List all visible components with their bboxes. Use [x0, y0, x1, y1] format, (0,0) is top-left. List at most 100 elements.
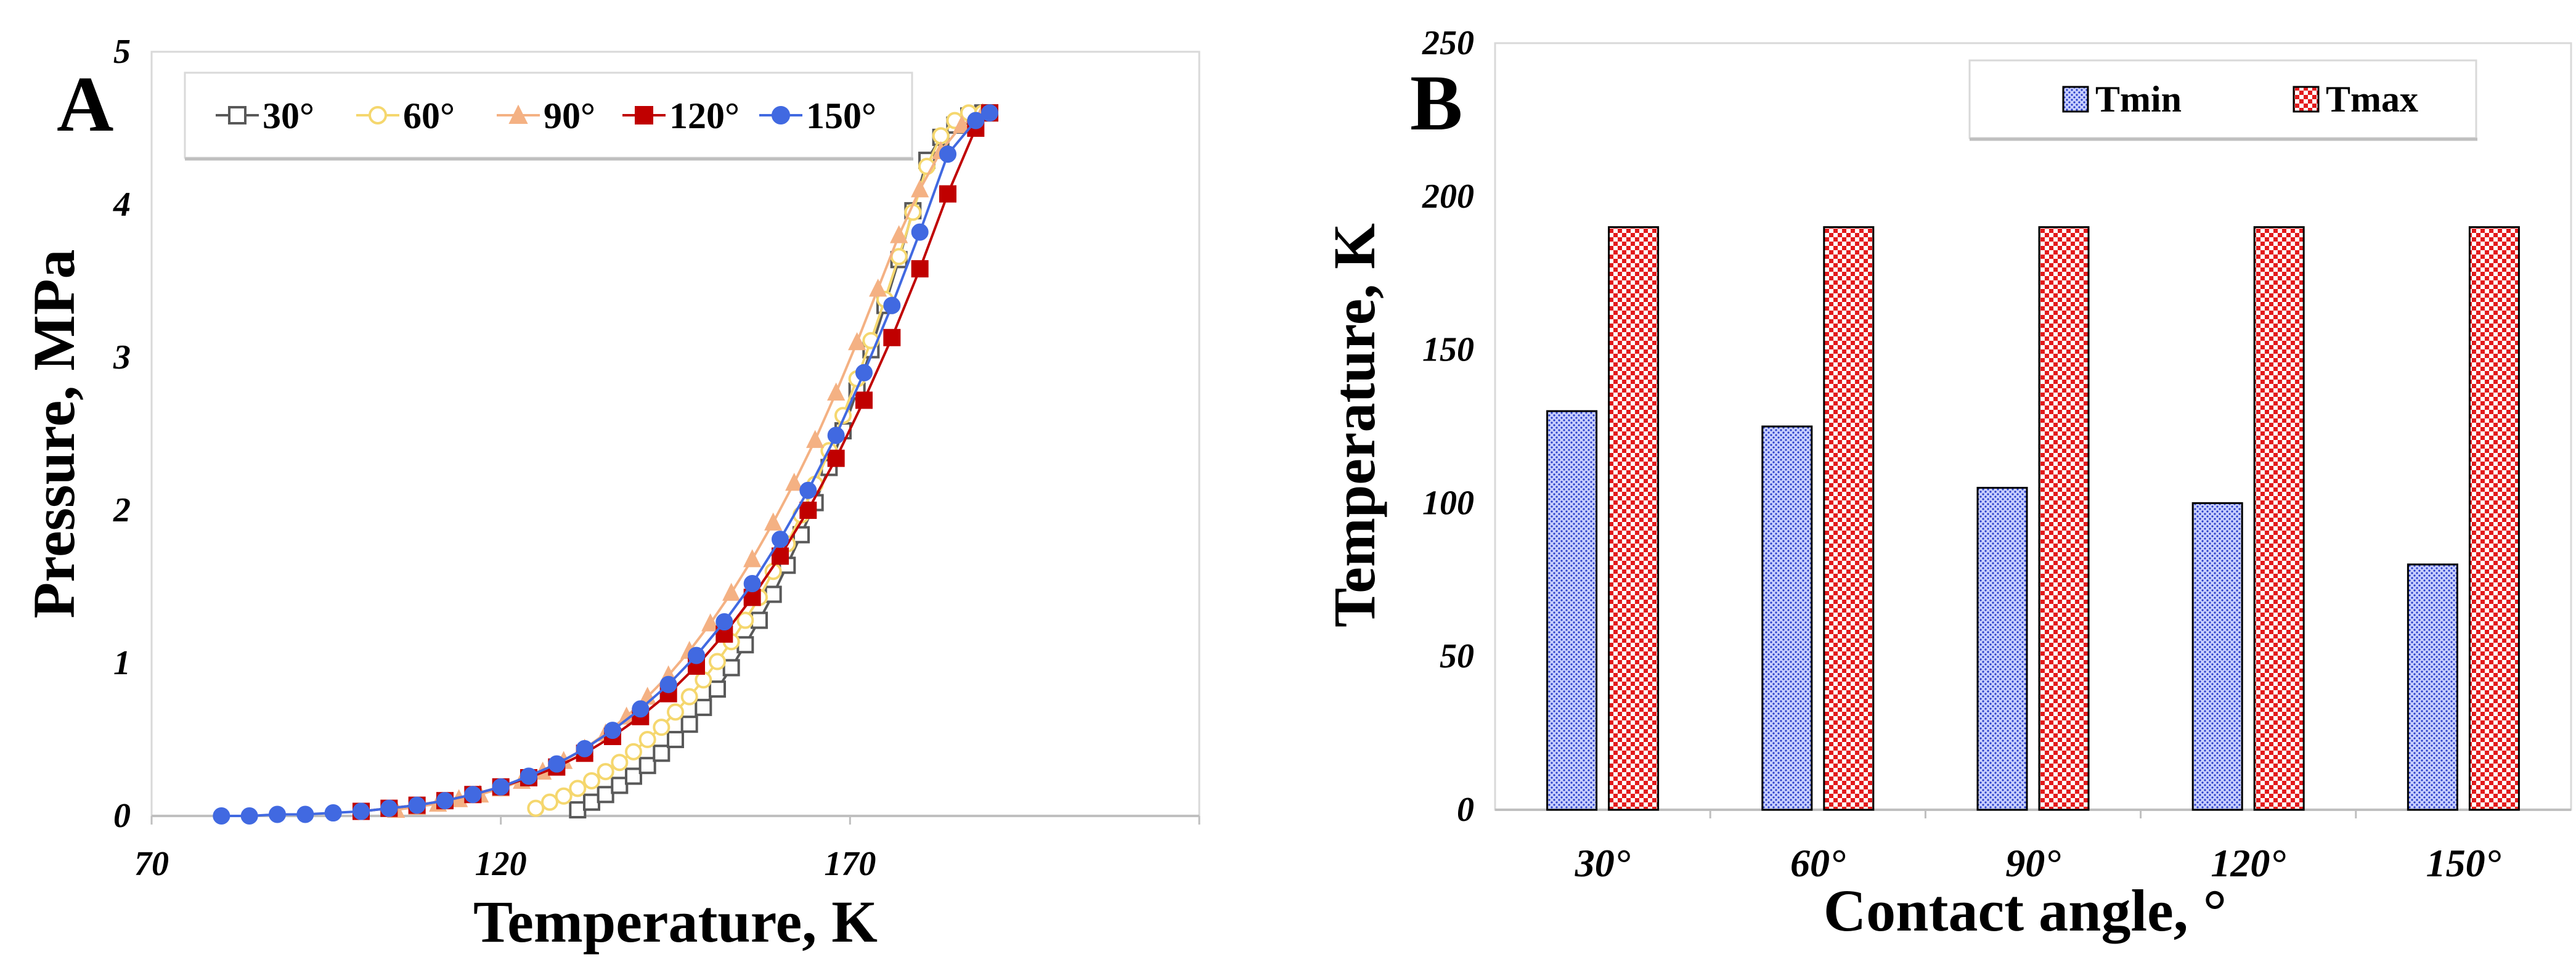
panel-b-legend-swatch — [2062, 86, 2089, 113]
panel-a-line-chart: 0 1 2 3 4 5 70 120 170 A 30° 60° 90° 120° 150° Pres… — [21, 33, 1200, 955]
panel-a-data-point — [625, 743, 642, 760]
panel-b-category-label: 30° — [1575, 841, 1631, 885]
panel-a-data-point — [953, 115, 971, 134]
panel-a-data-point — [911, 179, 929, 198]
panel-a-data-point — [911, 223, 929, 241]
panel-b-legend-items: Tmin Tmax — [2062, 79, 2418, 120]
panel-a-series-4 — [213, 104, 998, 825]
panel-b-bar-tmax — [2038, 226, 2090, 811]
panel-a-data-point — [764, 512, 783, 531]
panel-a-y-tick-label: 0 — [113, 797, 131, 835]
panel-a-data-point — [659, 675, 677, 693]
panel-a-data-point — [667, 731, 684, 748]
panel-b-bar-tmax — [1823, 226, 1875, 811]
panel-a-data-point — [604, 722, 621, 740]
panel-a-data-point — [353, 802, 370, 820]
panel-b-legend-item: Tmin — [2062, 79, 2182, 120]
panel-b-legend-item: Tmax — [2293, 79, 2418, 120]
panel-a-data-point — [213, 807, 230, 825]
panel-a-legend-items: 30° 60° 90° 120° 150° — [216, 96, 876, 136]
panel-b-category-label: 60° — [1790, 841, 1846, 885]
panel-b-y-axis-title: Temperature, K — [1321, 223, 1387, 627]
panel-a-x-ticks: 70 120 170 — [134, 816, 1200, 883]
panel-a-data-point — [939, 185, 956, 203]
panel-a-data-point — [772, 547, 789, 565]
panel-b-y-tick-label: 200 — [1422, 177, 1474, 216]
panel-a-data-point — [638, 731, 656, 748]
panel-b-bar-tmin — [1546, 410, 1598, 811]
panel-b-bar-tmax — [2468, 226, 2520, 811]
panel-a-data-point — [680, 715, 698, 733]
panel-a-data-point — [743, 549, 762, 568]
panel-a-data-point — [296, 805, 314, 823]
panel-a-data-point — [827, 426, 845, 444]
panel-a-data-point — [555, 787, 573, 805]
panel-a-legend-label: 120° — [669, 96, 740, 136]
panel-a-legend-marker — [508, 104, 528, 124]
panel-a-data-point — [827, 449, 845, 467]
panel-a-data-point — [751, 611, 768, 629]
panel-b-legend: Tmin Tmax — [1968, 59, 2477, 141]
panel-a-legend-label: 150° — [806, 96, 876, 136]
panel-a-legend-label: 30° — [263, 96, 314, 136]
panel-a-data-point — [625, 767, 642, 785]
panel-a-data-point — [583, 793, 600, 811]
panel-a-legend-item: 30° — [216, 96, 314, 136]
panel-a-data-point — [764, 585, 782, 603]
panel-a-y-axis-title: Pressure, MPa — [21, 250, 87, 619]
panel-a-data-point — [911, 260, 929, 278]
panel-a-series-line — [221, 112, 990, 817]
panel-b-bar-tmin — [2407, 563, 2458, 811]
panel-a-legend-item: 60° — [356, 96, 455, 136]
panel-a-y-ticks: 0 1 2 3 4 5 — [113, 33, 131, 835]
panel-a-series — [213, 102, 998, 825]
panel-b-legend-label: Tmin — [2095, 79, 2182, 120]
panel-a-data-point — [597, 786, 614, 804]
panel-a-data-point — [527, 799, 545, 817]
panel-a-data-point — [701, 613, 720, 632]
panel-a-x-axis-title: Temperature, K — [473, 889, 878, 955]
panel-a-data-point — [981, 104, 998, 122]
panel-a-data-point — [772, 531, 789, 548]
panel-a-legend-marker — [228, 106, 247, 124]
panel-a-data-point — [967, 112, 985, 129]
panel-b-bar-tmin — [2191, 502, 2243, 811]
panel-a-data-point — [576, 740, 593, 757]
panel-a-data-point — [569, 780, 587, 797]
panel-a-legend-item: 120° — [622, 96, 740, 136]
panel-b-category-labels: 30° 60° 90° 120° 150° — [1575, 810, 2501, 885]
panel-a-data-point — [736, 636, 754, 654]
panel-a-data-point — [638, 757, 656, 775]
panel-a-data-point — [324, 804, 342, 822]
panel-a-data-point — [932, 127, 950, 145]
panel-a-data-point — [436, 792, 454, 810]
panel-a-data-point — [380, 799, 398, 817]
panel-a-data-point — [583, 772, 600, 789]
panel-a-y-tick-label: 4 — [113, 185, 131, 224]
panel-a-data-point — [688, 646, 705, 664]
panel-a-data-point — [408, 796, 426, 814]
panel-a-data-point — [269, 805, 286, 823]
panel-a-data-point — [799, 481, 817, 499]
panel-a-data-point — [548, 755, 566, 773]
panel-b-legend-swatch — [2293, 86, 2320, 113]
panel-a-data-point — [611, 754, 629, 772]
panel-a-legend-label: 90° — [544, 96, 595, 136]
panel-a-legend-item: 150° — [759, 96, 876, 136]
panel-a-data-point — [597, 763, 614, 781]
panel-a-y-tick-label: 2 — [113, 491, 131, 529]
panel-a-legend-marker — [635, 106, 653, 124]
panel-a-data-point — [869, 279, 887, 297]
panel-a-data-point — [240, 807, 258, 825]
panel-a-data-point — [799, 502, 817, 519]
panel-a-data-point — [667, 703, 684, 721]
panel-a-data-point — [883, 328, 901, 346]
panel-a-data-point — [890, 225, 908, 243]
panel-a-y-tick-label: 3 — [113, 338, 131, 377]
panel-a-letter: A — [57, 60, 113, 148]
panel-b-bar-tmax — [2253, 226, 2305, 811]
panel-a-y-tick-label: 5 — [113, 33, 131, 71]
panel-a-series-2 — [387, 102, 992, 818]
panel-a-legend-label: 60° — [403, 96, 455, 136]
